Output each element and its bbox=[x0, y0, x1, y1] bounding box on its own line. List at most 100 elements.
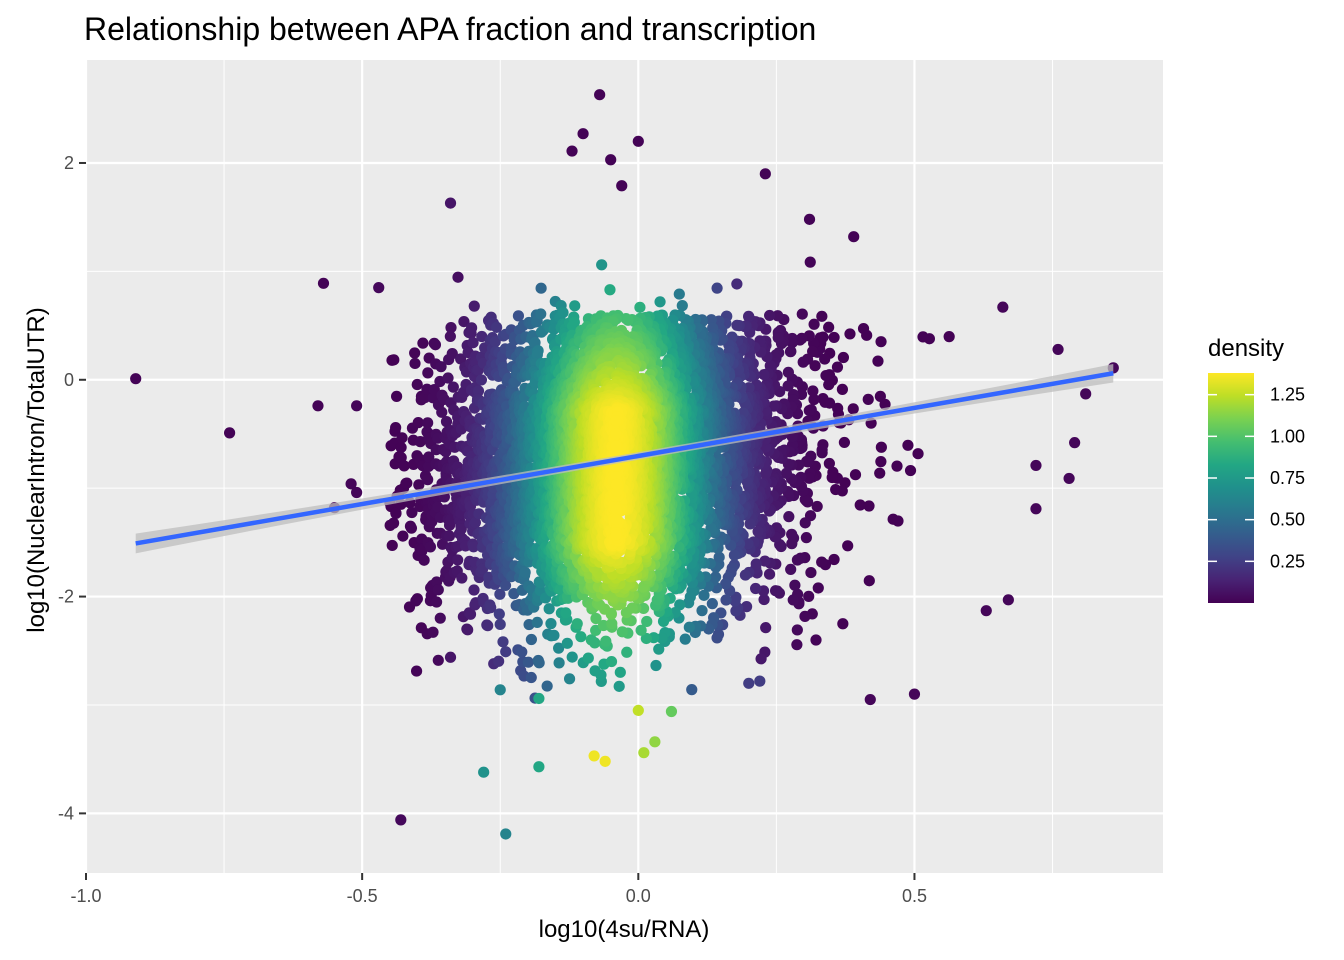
data-point bbox=[593, 599, 606, 611]
data-point bbox=[683, 621, 695, 633]
data-point bbox=[533, 692, 545, 705]
data-point bbox=[411, 593, 423, 605]
data-point bbox=[582, 652, 594, 664]
data-point bbox=[635, 624, 647, 636]
data-point bbox=[679, 633, 691, 645]
data-point bbox=[452, 554, 464, 566]
data-point bbox=[605, 655, 618, 668]
data-point bbox=[566, 145, 578, 157]
data-point bbox=[795, 388, 808, 400]
data-point bbox=[396, 432, 408, 444]
data-point bbox=[816, 444, 828, 456]
data-point bbox=[417, 337, 429, 349]
data-point bbox=[493, 655, 505, 667]
data-point bbox=[405, 522, 418, 534]
data-point bbox=[799, 493, 811, 505]
data-point bbox=[410, 665, 423, 677]
data-point bbox=[535, 308, 547, 320]
data-point bbox=[754, 675, 766, 687]
data-point bbox=[452, 271, 464, 283]
data-point bbox=[805, 566, 817, 579]
data-point bbox=[831, 361, 844, 373]
data-point bbox=[863, 575, 875, 587]
data-point bbox=[759, 168, 771, 180]
data-point bbox=[842, 540, 854, 552]
data-point bbox=[397, 530, 409, 542]
data-point bbox=[917, 331, 929, 343]
data-point bbox=[769, 585, 782, 597]
data-point bbox=[373, 282, 385, 294]
data-point bbox=[395, 441, 407, 454]
data-point bbox=[412, 417, 424, 429]
data-point bbox=[755, 653, 767, 665]
data-point bbox=[731, 319, 743, 331]
data-point bbox=[875, 441, 887, 453]
data-point bbox=[864, 693, 876, 706]
data-point bbox=[803, 213, 816, 225]
data-point bbox=[467, 337, 479, 349]
data-point bbox=[786, 528, 798, 540]
data-point bbox=[406, 506, 418, 519]
data-point bbox=[571, 618, 583, 630]
data-point bbox=[1030, 503, 1042, 515]
data-point bbox=[395, 814, 407, 826]
data-point bbox=[783, 511, 795, 523]
data-point bbox=[729, 595, 741, 607]
data-point bbox=[875, 456, 887, 468]
data-point bbox=[621, 646, 633, 658]
data-point bbox=[533, 761, 545, 773]
data-point bbox=[744, 518, 756, 530]
data-point bbox=[543, 603, 555, 615]
data-point bbox=[789, 579, 801, 591]
data-point bbox=[768, 400, 780, 412]
data-point bbox=[386, 539, 398, 552]
data-point bbox=[638, 747, 650, 759]
data-point bbox=[428, 384, 440, 396]
data-point bbox=[434, 612, 446, 624]
data-point bbox=[758, 593, 770, 606]
data-point bbox=[787, 594, 799, 606]
data-point bbox=[489, 336, 501, 348]
data-point bbox=[462, 624, 474, 636]
data-point bbox=[422, 474, 434, 486]
data-point bbox=[447, 381, 459, 393]
data-point bbox=[465, 327, 477, 339]
data-point bbox=[891, 460, 903, 472]
data-point bbox=[531, 616, 543, 629]
data-point bbox=[387, 517, 400, 529]
data-point bbox=[705, 314, 717, 326]
data-point bbox=[772, 332, 784, 344]
data-point bbox=[485, 602, 497, 614]
data-point bbox=[823, 321, 835, 333]
data-point bbox=[796, 308, 808, 320]
data-point bbox=[444, 651, 457, 663]
data-point bbox=[557, 306, 569, 319]
data-point bbox=[616, 626, 628, 638]
data-point bbox=[730, 605, 742, 617]
data-point bbox=[791, 554, 804, 566]
data-point bbox=[763, 568, 776, 580]
data-point bbox=[224, 427, 236, 439]
data-point bbox=[731, 278, 743, 290]
data-point bbox=[599, 755, 611, 767]
data-point bbox=[640, 632, 652, 645]
data-point bbox=[791, 624, 803, 636]
data-point bbox=[823, 457, 835, 470]
data-point bbox=[391, 390, 403, 402]
data-point bbox=[494, 588, 506, 600]
data-point bbox=[673, 288, 685, 300]
data-point bbox=[743, 310, 755, 322]
data-point bbox=[1030, 459, 1042, 472]
data-point bbox=[569, 300, 581, 312]
data-point bbox=[317, 277, 330, 289]
data-point bbox=[440, 416, 453, 428]
data-point bbox=[345, 478, 357, 490]
data-point bbox=[435, 361, 447, 373]
data-point bbox=[590, 612, 602, 625]
data-point bbox=[522, 656, 534, 668]
data-point bbox=[519, 566, 531, 578]
data-point bbox=[588, 750, 600, 762]
data-point bbox=[830, 483, 842, 496]
data-point bbox=[720, 578, 732, 590]
data-point bbox=[605, 154, 617, 166]
